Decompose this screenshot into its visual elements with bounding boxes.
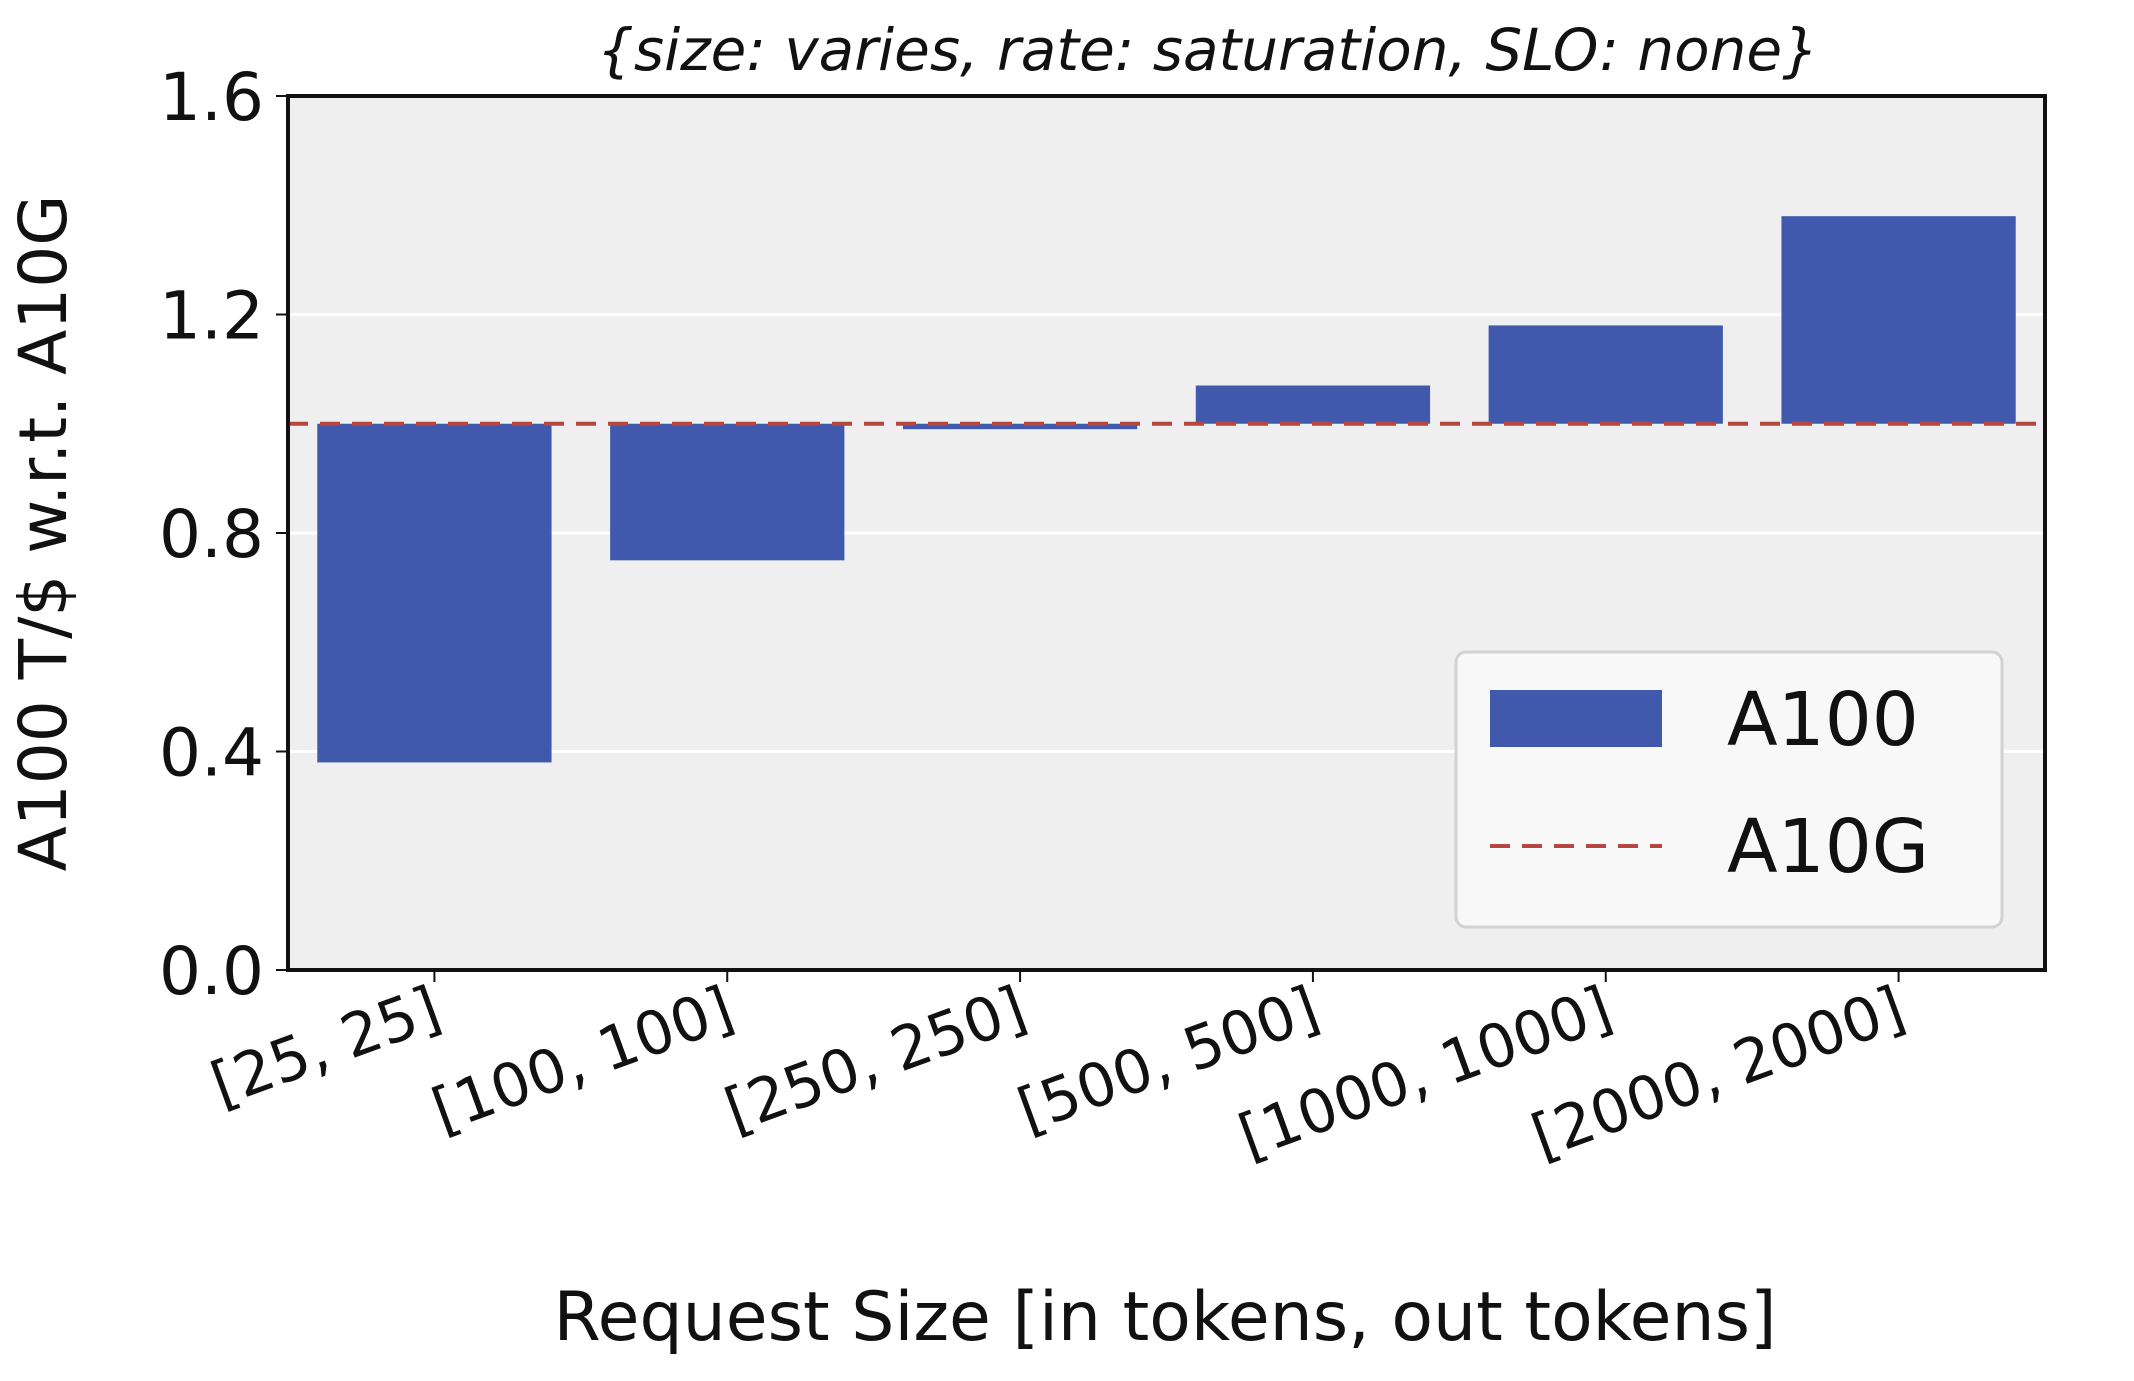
legend-label-a10g: A10G <box>1727 804 1929 890</box>
legend-label-a100: A100 <box>1727 677 1919 763</box>
y-tick-label: 1.6 <box>159 59 264 136</box>
x-axis: [25, 25][100, 100][250, 250][500, 500][1… <box>202 970 1914 1173</box>
x-tick-label: [100, 100] <box>423 973 742 1146</box>
chart-title: {size: varies, rate: saturation, SLO: no… <box>597 16 1819 84</box>
legend-swatch-a100 <box>1490 690 1662 747</box>
x-tick-label: [250, 250] <box>716 973 1035 1146</box>
y-axis: 0.0 0.4 0.8 1.2 1.6 <box>159 59 288 1010</box>
bar-a100 <box>317 423 552 763</box>
bars <box>317 216 2016 763</box>
bar-a100 <box>1195 385 1431 424</box>
y-tick-label: 0.8 <box>159 496 264 573</box>
legend: A100 A10G <box>1454 650 2004 929</box>
bar-a100 <box>1781 216 2016 424</box>
y-tick-label: 0.0 <box>159 933 264 1010</box>
bar-a100 <box>610 423 845 561</box>
x-axis-label: Request Size [in tokens, out tokens] <box>553 1278 1776 1357</box>
bar-a100 <box>902 423 1138 430</box>
y-axis-label: A100 T/$ w.r.t. A10G <box>5 195 82 872</box>
y-tick-label: 0.4 <box>159 715 264 792</box>
y-tick-label: 1.2 <box>159 278 264 355</box>
bar-a100 <box>1488 325 1723 424</box>
